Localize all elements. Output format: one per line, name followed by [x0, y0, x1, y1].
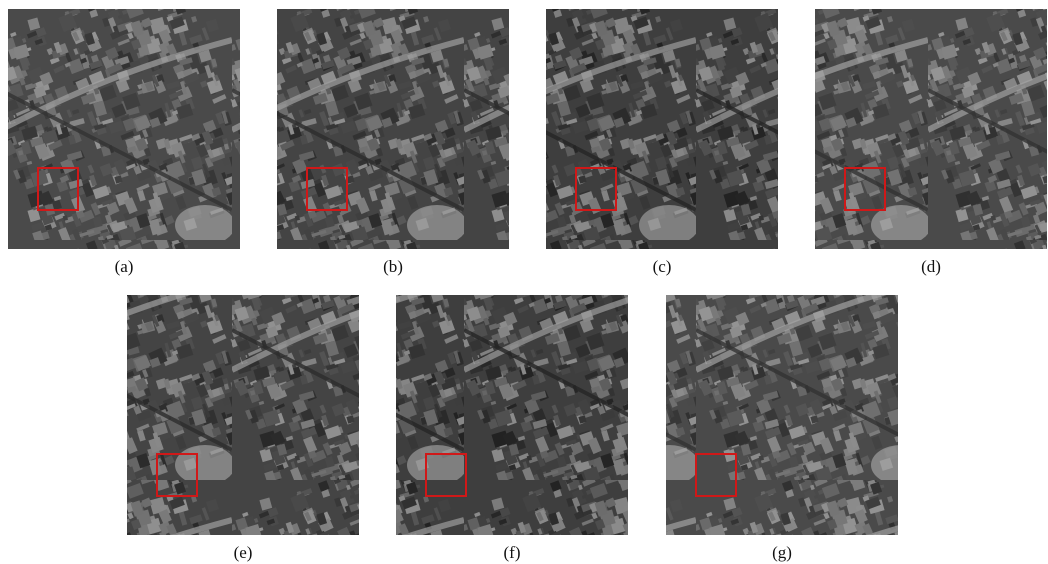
panel-label: (g)	[772, 543, 792, 562]
panel-label: (f)	[504, 543, 521, 562]
panel-image	[546, 9, 778, 249]
panel-image	[666, 295, 898, 535]
panel-image	[396, 295, 628, 535]
panel-image	[815, 9, 1047, 249]
figure: (a) (b) (c) (d) (e) (f) (g)	[0, 0, 1048, 564]
panel-image	[8, 9, 240, 249]
panel-label: (b)	[383, 257, 403, 276]
panel-label: (a)	[115, 257, 134, 276]
panel-label: (e)	[234, 543, 253, 562]
panel-label: (d)	[921, 257, 941, 276]
panel-image	[127, 295, 359, 535]
panel-label: (c)	[653, 257, 672, 276]
panel-image	[277, 9, 509, 249]
